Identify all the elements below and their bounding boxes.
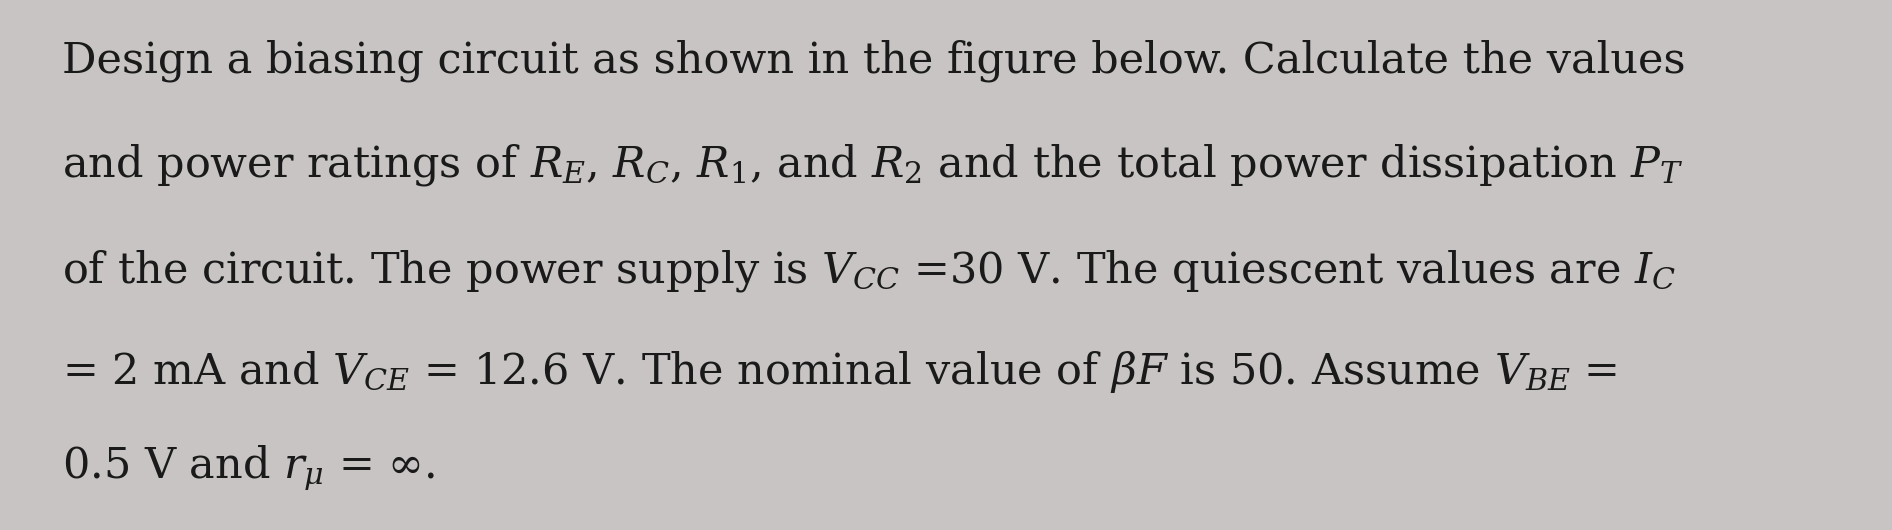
Text: of the circuit. The power supply is $V_{CC}$ =30 V. The quiescent values are $I_: of the circuit. The power supply is $V_{… [62, 248, 1676, 294]
Text: Design a biasing circuit as shown in the figure below. Calculate the values: Design a biasing circuit as shown in the… [62, 40, 1686, 82]
Text: 0.5 V and $r_{\mu}$ = $\infty$.: 0.5 V and $r_{\mu}$ = $\infty$. [62, 444, 435, 493]
Text: = 2 mA and $V_{CE}$ = 12.6 V. The nominal value of $\beta F$ is 50. Assume $V_{B: = 2 mA and $V_{CE}$ = 12.6 V. The nomina… [62, 349, 1618, 395]
Text: and power ratings of $R_E$, $R_C$, $R_1$, and $R_2$ and the total power dissipat: and power ratings of $R_E$, $R_C$, $R_1$… [62, 142, 1684, 188]
